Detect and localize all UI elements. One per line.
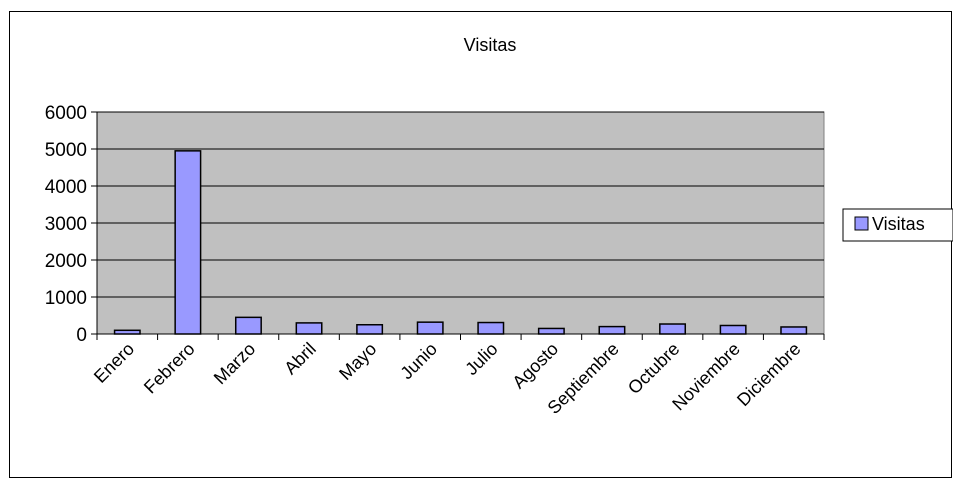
legend: Visitas [842,208,953,242]
y-tick-label: 2000 [45,251,87,272]
bar-junio [416,321,444,335]
bar-febrero [174,150,202,335]
x-tick-label: Mayo [335,339,380,384]
bar-noviembre [719,324,747,335]
bar-julio [477,321,505,335]
x-tick-label: Octubre [624,339,683,398]
gridlines [97,111,824,298]
y-tick-labels: 0 1000 2000 3000 4000 5000 6000 [45,103,87,346]
y-tick-label: 4000 [45,177,87,198]
bar-enero [113,329,141,335]
x-tick-label: Junio [396,339,441,384]
bar-mayo [356,324,384,335]
x-tick-label: Febrero [140,339,199,398]
bar-abril [295,322,323,335]
x-tick-label: Agosto [508,339,562,393]
chart-title: Visitas [464,35,517,55]
bar-septiembre [598,325,626,335]
x-tick-label: Diciembre [733,339,804,410]
x-tick-label: Marzo [210,339,260,389]
y-tick-label: 5000 [45,140,87,161]
y-tick-label: 0 [76,325,87,346]
bar-octubre [659,323,687,335]
x-tick-label: Abril [280,339,320,379]
legend-swatch [854,216,869,231]
bar-agosto [537,327,565,335]
y-tick-label: 1000 [45,288,87,309]
x-tick-label: Enero [90,339,138,387]
y-tick-label: 3000 [45,214,87,235]
axes [91,111,825,340]
legend-label: Visitas [872,214,925,234]
y-tick-label: 6000 [45,103,87,124]
bars [113,150,808,335]
x-tick-labels: Enero Febrero Marzo Abril Mayo Junio Julio Agos… [90,339,805,418]
x-tick-label: Julio [461,339,501,379]
bar-diciembre [780,326,808,335]
bar-marzo [234,316,262,335]
